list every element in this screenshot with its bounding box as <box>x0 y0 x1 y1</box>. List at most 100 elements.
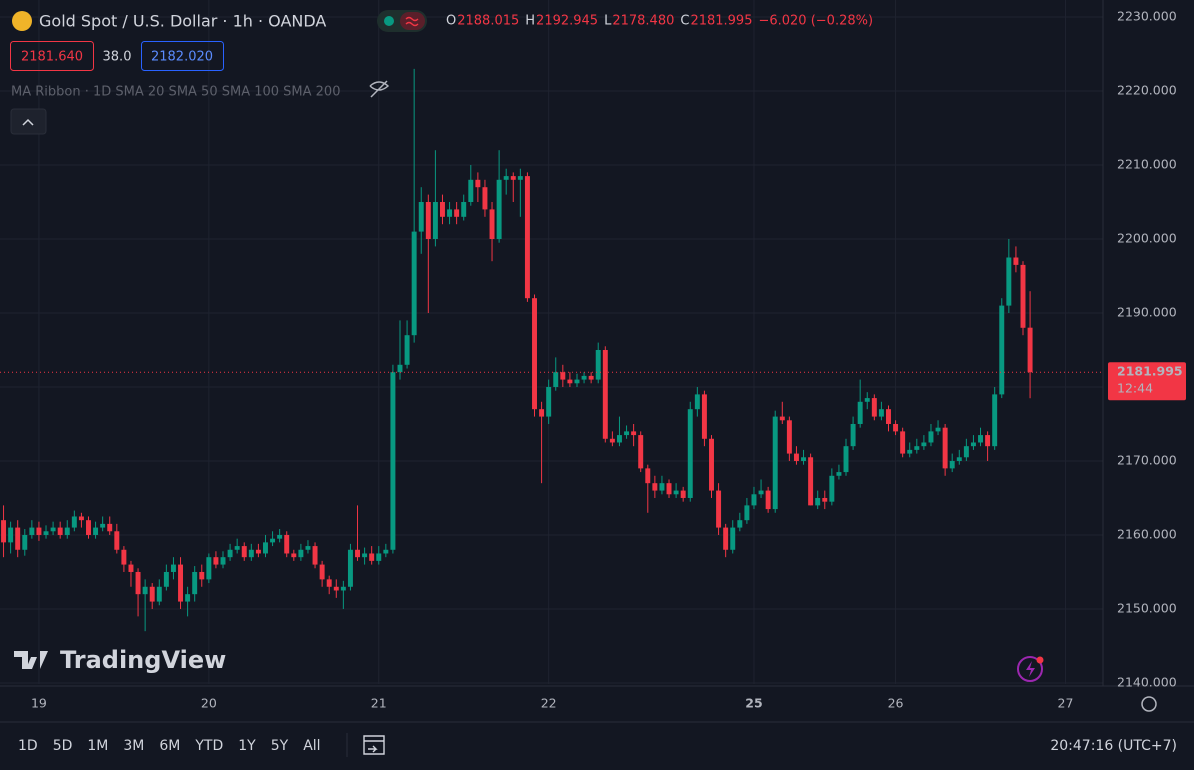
y-tick-label: 2140.000 <box>1117 674 1177 689</box>
candle-body <box>121 549 127 565</box>
candle-body <box>263 542 268 554</box>
range-button[interactable]: 5Y <box>271 738 289 754</box>
candle-body <box>510 176 516 180</box>
candle-body <box>277 534 283 539</box>
candle-body <box>716 490 722 528</box>
legend-change: −6.020 (−0.28%) <box>758 14 873 29</box>
range-button[interactable]: 6M <box>159 738 180 754</box>
candle-body <box>850 423 856 447</box>
candle-body <box>595 349 601 380</box>
candle-body <box>178 564 184 602</box>
candle-body <box>340 586 346 591</box>
candle-body <box>376 553 382 561</box>
candle-body <box>496 179 502 240</box>
candle-body <box>163 571 169 587</box>
bid-box[interactable] <box>10 41 94 71</box>
candle-body <box>878 409 884 417</box>
range-button[interactable]: 1D <box>18 738 38 754</box>
candle-body <box>404 335 410 365</box>
candle-body <box>836 472 842 476</box>
ask-box[interactable] <box>141 41 224 71</box>
indicator[interactable]: MA Ribbon · 1D SMA 20 SMA 50 SMA 100 SMA… <box>11 85 340 100</box>
symbol-title[interactable]: Gold Spot / U.S. Dollar · 1h · OANDA <box>39 12 326 31</box>
candle-body <box>234 546 240 550</box>
candle-body <box>963 446 969 458</box>
candle-body <box>949 460 955 469</box>
candle-body <box>447 209 453 217</box>
candle-body <box>100 523 106 528</box>
candle-body <box>454 209 460 217</box>
candle-body <box>170 564 176 572</box>
candle-body <box>921 442 927 447</box>
bolt <box>1026 661 1035 677</box>
x-tick-label: 25 <box>745 696 762 711</box>
candle-body <box>638 435 644 469</box>
y-tick-label: 2170.000 <box>1117 452 1177 467</box>
candle-body <box>57 527 63 535</box>
y-tick-label: 2210.000 <box>1117 157 1177 172</box>
candle-body <box>539 409 545 417</box>
y-tick-label: 2150.000 <box>1117 600 1177 615</box>
range-button[interactable]: 5D <box>53 738 73 754</box>
ask: 2182.020 <box>151 50 213 65</box>
candle-body <box>482 187 488 210</box>
candle-body <box>786 420 792 454</box>
clock[interactable]: 20:47:16 (UTC+7) <box>1050 738 1177 754</box>
range-button[interactable]: All <box>303 738 320 754</box>
candle-body <box>22 534 28 550</box>
candle-body <box>220 557 226 565</box>
alert-icon[interactable] <box>1017 656 1043 682</box>
candle-body <box>935 427 941 432</box>
candle-body <box>871 398 877 417</box>
candle-body <box>992 394 998 447</box>
countdown: 12:44 <box>1117 381 1153 396</box>
candle-body <box>185 594 191 602</box>
candle-body <box>666 483 672 495</box>
candle-body <box>475 179 481 188</box>
candle-body <box>999 305 1005 395</box>
candle-body <box>793 453 799 461</box>
x-tick-label: 27 <box>1058 696 1074 711</box>
legend-value: 2188.015 <box>457 14 519 29</box>
last-price-label: 2181.995 <box>1117 364 1183 379</box>
candle-body <box>227 549 233 558</box>
candle-body <box>64 527 70 535</box>
candle-body <box>694 394 700 410</box>
range-button[interactable]: 1Y <box>238 738 256 754</box>
candle-body <box>985 435 991 447</box>
market-status <box>384 16 394 26</box>
candle-body <box>893 423 899 432</box>
candle-body <box>609 438 615 443</box>
range-button[interactable]: YTD <box>194 738 223 754</box>
candle-body <box>751 494 757 506</box>
candle-body <box>8 527 14 543</box>
range-button[interactable]: 3M <box>123 738 144 754</box>
x-tick-label: 20 <box>201 696 217 711</box>
candle-body <box>362 553 368 558</box>
y-tick-label: 2200.000 <box>1117 231 1177 246</box>
candle-body <box>347 549 353 587</box>
candle-body <box>15 527 21 550</box>
candle-body <box>560 372 566 380</box>
candle-body <box>928 431 934 443</box>
candle-body <box>383 549 389 554</box>
hide-icon[interactable] <box>369 80 390 98</box>
x-tick-label: 21 <box>371 696 387 711</box>
candle-body <box>503 176 509 180</box>
candle-body <box>581 375 587 380</box>
candle-body <box>801 457 807 461</box>
legend-key: H <box>525 14 535 29</box>
x-tick-label: 22 <box>541 696 557 711</box>
legend-value: 2192.945 <box>536 14 598 29</box>
date-range-icon[interactable] <box>363 735 385 755</box>
candle-body <box>156 586 162 602</box>
candle-body <box>284 534 290 554</box>
candle-body <box>411 231 417 336</box>
settings-icon[interactable] <box>1141 696 1157 712</box>
bid: 2181.640 <box>21 50 83 65</box>
candle-body <box>489 209 495 240</box>
candle-body <box>1020 264 1026 328</box>
candle-body <box>631 431 637 436</box>
range-button[interactable]: 1M <box>87 738 108 754</box>
